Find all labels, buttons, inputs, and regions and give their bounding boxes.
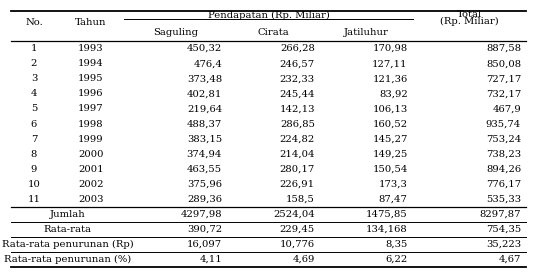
Text: 727,17: 727,17: [486, 74, 521, 83]
Text: 2: 2: [31, 59, 37, 68]
Text: 226,91: 226,91: [280, 180, 315, 189]
Text: 16,097: 16,097: [187, 240, 222, 249]
Text: 4,67: 4,67: [499, 255, 521, 264]
Text: Cirata: Cirata: [258, 28, 289, 37]
Text: 142,13: 142,13: [279, 104, 315, 113]
Text: 106,13: 106,13: [373, 104, 408, 113]
Text: 87,47: 87,47: [379, 195, 408, 204]
Text: Pendapatan (Rp. Miliar): Pendapatan (Rp. Miliar): [208, 11, 329, 20]
Text: 753,24: 753,24: [486, 135, 521, 144]
Text: 463,55: 463,55: [187, 165, 222, 174]
Text: 2002: 2002: [78, 180, 104, 189]
Text: Rata-rata penurunan (%): Rata-rata penurunan (%): [4, 255, 131, 264]
Text: 738,23: 738,23: [486, 150, 521, 159]
Text: Jumlah: Jumlah: [49, 210, 85, 219]
Text: 402,81: 402,81: [187, 89, 222, 98]
Text: 476,4: 476,4: [193, 59, 222, 68]
Text: 4297,98: 4297,98: [180, 210, 222, 219]
Text: 11: 11: [27, 195, 40, 204]
Text: 229,45: 229,45: [280, 225, 315, 234]
Text: Rata-rata: Rata-rata: [43, 225, 91, 234]
Text: No.: No.: [25, 18, 43, 27]
Text: 1997: 1997: [78, 104, 104, 113]
Text: 8: 8: [31, 150, 37, 159]
Text: 1994: 1994: [78, 59, 104, 68]
Text: 732,17: 732,17: [486, 89, 521, 98]
Text: 887,58: 887,58: [486, 44, 521, 53]
Text: 5: 5: [31, 104, 37, 113]
Text: 488,37: 488,37: [187, 120, 222, 129]
Text: (Rp. Miliar): (Rp. Miliar): [440, 17, 499, 26]
Text: 2524,04: 2524,04: [273, 210, 315, 219]
Text: 246,57: 246,57: [280, 59, 315, 68]
Text: 8,35: 8,35: [386, 240, 408, 249]
Text: 160,52: 160,52: [373, 120, 408, 129]
Text: 894,26: 894,26: [486, 165, 521, 174]
Text: 2003: 2003: [78, 195, 104, 204]
Text: 245,44: 245,44: [279, 89, 315, 98]
Text: 158,5: 158,5: [286, 195, 315, 204]
Text: 754,35: 754,35: [486, 225, 521, 234]
Text: 4,11: 4,11: [199, 255, 222, 264]
Text: 2001: 2001: [78, 165, 104, 174]
Text: 450,32: 450,32: [187, 44, 222, 53]
Text: 10,776: 10,776: [280, 240, 315, 249]
Text: 83,92: 83,92: [379, 89, 408, 98]
Text: 149,25: 149,25: [372, 150, 408, 159]
Text: 289,36: 289,36: [187, 195, 222, 204]
Text: Jatiluhur: Jatiluhur: [344, 28, 389, 37]
Text: 4: 4: [31, 89, 37, 98]
Text: 535,33: 535,33: [486, 195, 521, 204]
Text: 145,27: 145,27: [372, 135, 408, 144]
Text: 374,94: 374,94: [187, 150, 222, 159]
Text: 150,54: 150,54: [372, 165, 408, 174]
Text: 375,96: 375,96: [187, 180, 222, 189]
Text: Rata-rata penurunan (Rp): Rata-rata penurunan (Rp): [2, 240, 133, 249]
Text: 10: 10: [27, 180, 40, 189]
Text: 134,168: 134,168: [366, 225, 408, 234]
Text: 1: 1: [31, 44, 37, 53]
Text: 266,28: 266,28: [280, 44, 315, 53]
Text: 3: 3: [31, 74, 37, 83]
Text: 1998: 1998: [78, 120, 104, 129]
Text: 850,08: 850,08: [486, 59, 521, 68]
Text: 6: 6: [31, 120, 37, 129]
Text: 1995: 1995: [78, 74, 104, 83]
Text: 2000: 2000: [78, 150, 104, 159]
Text: 8297,87: 8297,87: [480, 210, 521, 219]
Text: 1996: 1996: [78, 89, 104, 98]
Text: 121,36: 121,36: [373, 74, 408, 83]
Text: Tahun: Tahun: [75, 18, 106, 27]
Text: 1993: 1993: [78, 44, 104, 53]
Text: Total: Total: [457, 10, 482, 19]
Text: 286,85: 286,85: [280, 120, 315, 129]
Text: 224,82: 224,82: [280, 135, 315, 144]
Text: 935,74: 935,74: [486, 120, 521, 129]
Text: 776,17: 776,17: [486, 180, 521, 189]
Text: 373,48: 373,48: [187, 74, 222, 83]
Text: Saguling: Saguling: [153, 28, 198, 37]
Text: 127,11: 127,11: [372, 59, 408, 68]
Text: 35,223: 35,223: [486, 240, 521, 249]
Text: 390,72: 390,72: [187, 225, 222, 234]
Text: 1475,85: 1475,85: [366, 210, 408, 219]
Text: 383,15: 383,15: [187, 135, 222, 144]
Text: 219,64: 219,64: [187, 104, 222, 113]
Text: 173,3: 173,3: [379, 180, 408, 189]
Text: 1999: 1999: [78, 135, 104, 144]
Text: 280,17: 280,17: [280, 165, 315, 174]
Text: 7: 7: [31, 135, 37, 144]
Text: 214,04: 214,04: [279, 150, 315, 159]
Text: 170,98: 170,98: [373, 44, 408, 53]
Text: 467,9: 467,9: [492, 104, 521, 113]
Text: 9: 9: [31, 165, 37, 174]
Text: 232,33: 232,33: [280, 74, 315, 83]
Text: 6,22: 6,22: [386, 255, 408, 264]
Text: 4,69: 4,69: [293, 255, 315, 264]
